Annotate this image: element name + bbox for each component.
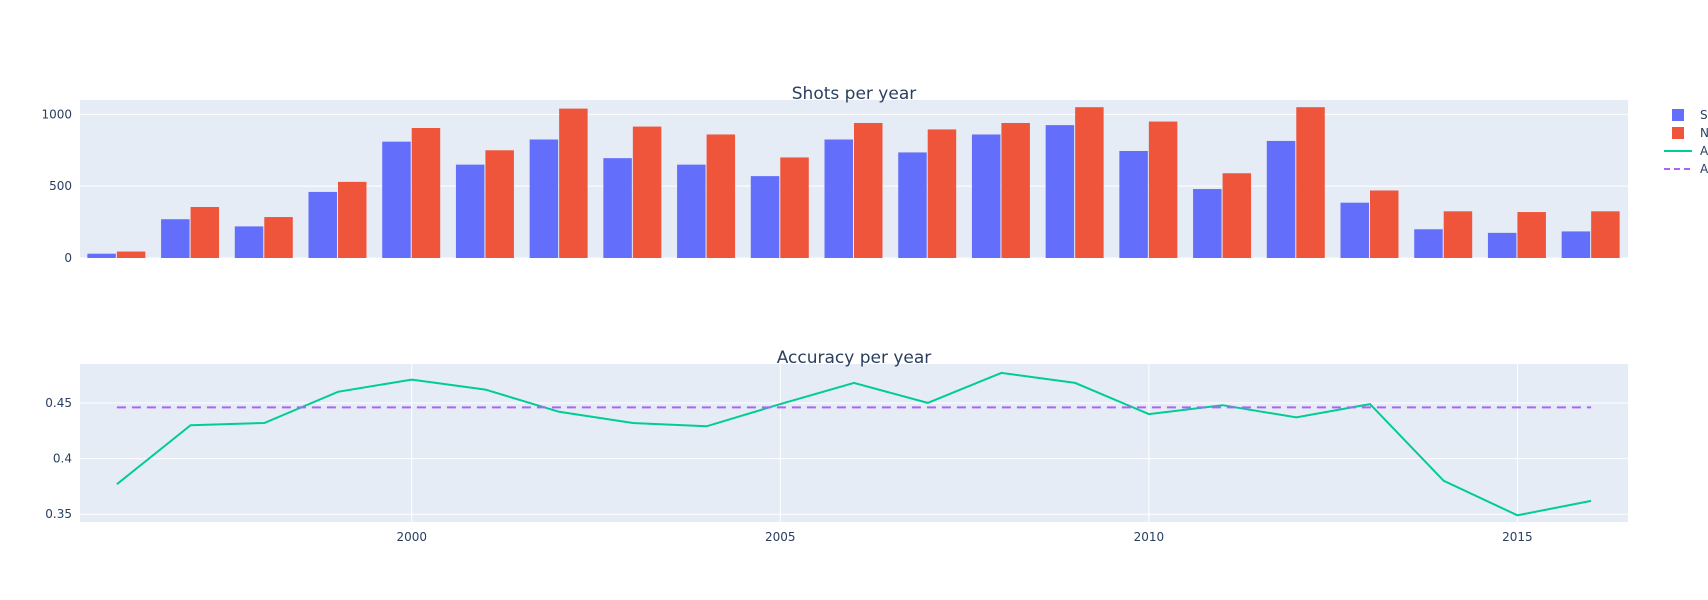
accuracy-x-tick-label: 2010 <box>1134 530 1165 544</box>
bar-s-2012 <box>1266 140 1296 258</box>
bar-n-2012 <box>1296 107 1325 258</box>
bar-n-2013 <box>1370 190 1399 258</box>
bar-n-2015 <box>1517 212 1546 258</box>
bar-n-2007 <box>927 129 957 258</box>
bar-s-2009 <box>1045 125 1075 259</box>
bar-s-1999 <box>308 191 337 258</box>
accuracy-x-tick-label: 2005 <box>765 530 796 544</box>
legend-label: A <box>1700 144 1708 158</box>
shots-y-tick-label: 500 <box>49 179 72 193</box>
accuracy-gridlines <box>80 364 1628 522</box>
bar-n-1999 <box>338 181 367 258</box>
bar-s-2000 <box>382 141 411 258</box>
accuracy-x-tick-label: 2000 <box>396 530 427 544</box>
accuracy-y-tick-label: 0.35 <box>45 507 72 521</box>
bar-s-2001 <box>455 164 485 258</box>
bar-n-2016 <box>1591 211 1620 258</box>
bar-s-2014 <box>1414 229 1443 258</box>
accuracy-title: Accuracy per year <box>777 348 932 368</box>
bar-s-2010 <box>1119 150 1148 258</box>
shots-y-tick-label: 1000 <box>41 107 72 121</box>
shots-bars <box>87 107 1620 259</box>
bar-n-2010 <box>1148 121 1178 258</box>
bar-s-2003 <box>603 158 632 258</box>
bar-s-2002 <box>529 139 559 258</box>
bar-n-2000 <box>411 128 441 258</box>
legend-swatch <box>1672 127 1684 139</box>
bar-s-1997 <box>161 219 190 258</box>
bar-n-1997 <box>190 207 220 258</box>
legend-swatch <box>1672 109 1684 121</box>
legend-label: N <box>1700 126 1708 140</box>
bar-n-1996 <box>116 251 146 258</box>
bar-s-2004 <box>677 164 706 258</box>
legend-label: S <box>1700 108 1708 122</box>
bar-s-2006 <box>824 139 853 258</box>
bar-s-2011 <box>1193 189 1222 258</box>
bar-s-2008 <box>971 134 1001 258</box>
accuracy-y-tick-label: 0.4 <box>53 452 72 466</box>
bar-n-2001 <box>485 150 514 258</box>
bar-s-2015 <box>1487 232 1517 258</box>
bar-s-2007 <box>898 152 927 258</box>
bar-n-2005 <box>780 157 809 258</box>
accuracy-plot-area <box>80 364 1628 522</box>
bar-n-2006 <box>854 122 883 259</box>
bar-n-2004 <box>706 134 736 258</box>
bar-n-2002 <box>559 108 588 258</box>
bar-s-2016 <box>1561 231 1591 258</box>
accuracy-x-tick-label: 2015 <box>1502 530 1533 544</box>
bar-n-2009 <box>1075 107 1104 258</box>
accuracy-x-ticks: 2000 2005 2010 2015 <box>396 530 1532 544</box>
accuracy-subplot: 0.35 0.4 0.45 2000 2005 2010 2015 Accuracy pe… <box>45 348 1628 544</box>
shots-y-ticks: 0 500 1000 <box>41 107 72 265</box>
shots-subplot: 0 500 1000 Shots per year <box>41 84 1628 265</box>
bar-n-1998 <box>264 217 293 258</box>
bar-s-2005 <box>750 176 780 258</box>
bar-s-1998 <box>234 226 264 258</box>
legend-label: A <box>1700 162 1708 176</box>
accuracy-series-line <box>116 371 1592 517</box>
bar-s-2013 <box>1340 202 1369 258</box>
bar-n-2014 <box>1443 211 1473 258</box>
bar-n-2003 <box>632 126 662 258</box>
bar-n-2011 <box>1222 173 1252 258</box>
bar-s-1996 <box>87 253 116 258</box>
bar-n-2008 <box>1001 122 1030 259</box>
accuracy-y-tick-label: 0.45 <box>45 396 72 410</box>
accuracy-lines <box>116 371 1592 517</box>
accuracy-y-ticks: 0.35 0.4 0.45 <box>45 396 72 521</box>
shots-title: Shots per year <box>792 84 916 104</box>
shots-y-tick-label: 0 <box>64 251 72 265</box>
